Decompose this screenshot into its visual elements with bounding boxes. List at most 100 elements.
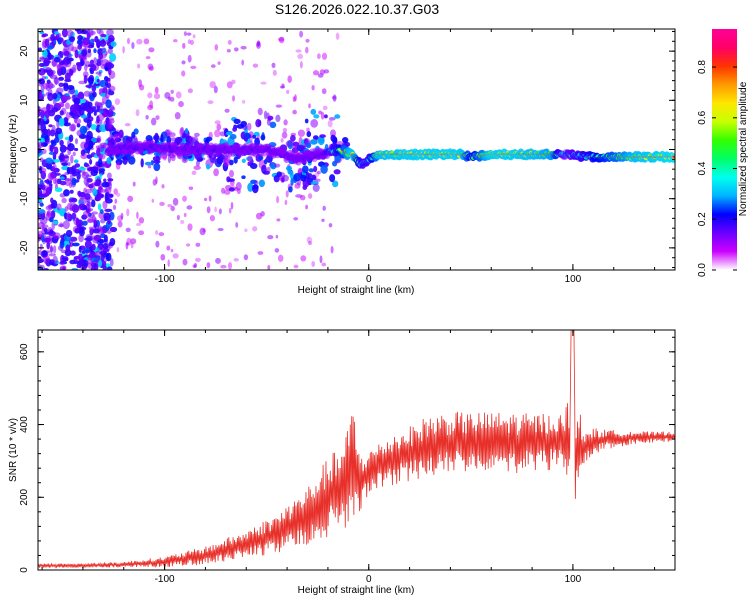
- spectrogram-cell: [86, 154, 93, 159]
- spectrogram-cell: [43, 59, 51, 64]
- spectrogram-cell: [272, 69, 277, 76]
- spectrogram-cell: [269, 121, 277, 129]
- spectrogram-cell: [159, 154, 168, 159]
- spectrogram-cell: [103, 234, 108, 243]
- spectrogram-cell: [228, 159, 234, 166]
- spectrogram-cell: [183, 31, 187, 37]
- spectrogram-cell: [244, 228, 248, 232]
- spectrogram-x-tick-label: 100: [565, 274, 582, 285]
- spectrogram-cell: [220, 264, 227, 269]
- spectrogram-cell: [48, 124, 53, 128]
- snr-x-tick-label: -100: [155, 574, 175, 585]
- spectrogram-cell: [47, 45, 54, 50]
- spectrogram-cell: [276, 195, 280, 204]
- spectrogram-cell: [67, 43, 74, 52]
- spectrogram-cell: [51, 60, 57, 68]
- spectrogram-cell: [71, 204, 80, 213]
- spectrogram-cell: [153, 159, 161, 164]
- spectrogram-cell: [87, 112, 92, 118]
- spectrogram-cell: [48, 183, 53, 187]
- spectrogram-cell: [152, 155, 161, 162]
- spectrogram-cell: [97, 153, 106, 160]
- spectrogram-cell: [88, 76, 94, 86]
- spectrogram-cell: [73, 97, 81, 105]
- spectrogram-cell: [86, 177, 93, 183]
- spectrogram-cell: [39, 216, 48, 225]
- spectrogram-cell: [90, 106, 97, 110]
- spectrogram-cell: [57, 52, 63, 60]
- spectrogram-cell: [241, 175, 246, 180]
- spectrogram-cell: [99, 209, 104, 214]
- spectrogram-cell: [217, 61, 221, 65]
- spectrogram-cell: [131, 41, 135, 50]
- spectrogram-cell: [235, 181, 242, 191]
- spectrogram-cell: [61, 60, 65, 64]
- spectrogram-cell: [266, 166, 271, 174]
- spectrogram-cell: [672, 155, 675, 159]
- spectrogram-cell: [87, 48, 92, 54]
- spectrogram-cell: [322, 105, 328, 111]
- spectrogram-cell: [91, 38, 97, 42]
- spectrogram-cell: [41, 75, 46, 80]
- spectrogram-cell: [112, 204, 117, 210]
- spectrogram-cell: [127, 195, 134, 202]
- spectrogram-cell: [214, 129, 221, 138]
- spectrogram-cell: [66, 85, 75, 90]
- spectrogram-cell: [78, 253, 83, 261]
- spectrogram-cell: [206, 206, 211, 214]
- spectrogram-cell: [93, 48, 97, 54]
- spectrogram-cell: [38, 209, 45, 214]
- spectrogram-cell: [104, 192, 108, 202]
- spectrogram-cell: [151, 198, 155, 203]
- spectrogram-cell: [317, 73, 324, 78]
- spectrogram-cell: [241, 99, 246, 104]
- spectrogram-cell: [233, 258, 239, 262]
- colorbar-tick-label: 0.0: [697, 263, 708, 277]
- spectrogram-cell: [260, 134, 266, 141]
- spectrogram-cell: [86, 200, 91, 207]
- spectrogram-cell: [312, 135, 319, 141]
- spectrogram-cell: [228, 187, 236, 192]
- spectrogram-cell: [63, 83, 69, 92]
- spectrogram-cell: [219, 131, 226, 137]
- spectrogram-cell: [225, 131, 233, 136]
- spectrogram-cell: [120, 212, 124, 220]
- spectrogram-cell: [54, 137, 60, 143]
- snr-y-tick-label: 400: [19, 416, 30, 433]
- spectrogram-cell: [243, 254, 249, 261]
- spectrogram-cell: [299, 30, 304, 38]
- spectrogram-cell: [61, 256, 69, 262]
- spectrogram-cell: [109, 237, 116, 247]
- spectrogram-cell: [96, 61, 102, 67]
- spectrogram-cell: [144, 161, 152, 166]
- spectrogram-cell: [320, 111, 325, 120]
- spectrogram-cell: [271, 62, 276, 68]
- spectrogram-cell: [98, 185, 104, 194]
- spectrogram-cell: [252, 134, 257, 139]
- spectrogram-cell: [214, 120, 221, 125]
- spectrogram-cell: [293, 264, 299, 269]
- spectrogram-cell: [333, 169, 341, 175]
- spectrogram-cell: [224, 189, 231, 195]
- spectrogram-cell: [327, 119, 333, 128]
- spectrogram-cell: [72, 151, 76, 157]
- spectrogram-cell: [87, 101, 93, 108]
- spectrogram-cell: [240, 45, 247, 50]
- spectrogram-cell: [56, 63, 62, 72]
- spectrogram-cell: [215, 257, 221, 264]
- spectrogram-cell: [107, 48, 113, 55]
- spectrogram-cell: [39, 202, 44, 207]
- spectrogram-cell: [86, 119, 92, 129]
- spectrogram-cell: [95, 178, 102, 185]
- spectrogram-cell: [305, 46, 309, 54]
- colorbar-ticks: 0.0 0.2 0.4 0.6 0.8: [697, 60, 737, 277]
- spectrogram-cell: [138, 79, 143, 88]
- spectrogram-cell: [267, 265, 271, 270]
- spectrogram-y-tick-label: 0: [19, 146, 30, 152]
- spectrogram-cell: [81, 49, 88, 57]
- spectrogram-cell: [59, 266, 64, 270]
- spectrogram-cell: [39, 157, 44, 163]
- spectrogram-cell: [229, 133, 237, 140]
